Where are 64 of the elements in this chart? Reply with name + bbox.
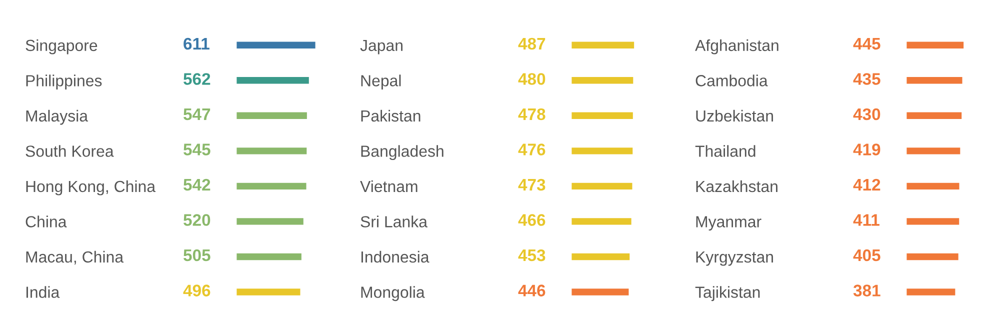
bar [906,146,962,156]
data-label: 435 [853,73,880,85]
y-tick-label: Myanmar [696,216,762,231]
data-label: 419 [853,144,880,156]
data-label: 520 [184,214,210,226]
y-tick-label: South Korea [26,145,114,157]
y-tick-label: Cambodia [696,74,768,86]
y-tick-label: Macau, China [26,250,124,265]
data-label: 445 [853,38,880,50]
bar [236,181,308,191]
data-label: 611 [184,38,210,50]
data-label: 487 [518,38,546,50]
bar [236,216,305,226]
y-tick-label: India [26,286,60,298]
bar [906,216,961,226]
y-tick-label: Singapore [26,39,98,54]
y-tick-label: Afghanistan [695,39,778,54]
y-tick-label: Sri Lanka [360,216,428,228]
y-tick-label: Pakistan [361,110,420,122]
data-label: 466 [518,214,546,226]
data-label: 547 [184,108,210,120]
data-label: 480 [518,73,546,85]
y-tick-label: Bangladesh [361,145,444,160]
y-tick-label: Indonesia [361,250,430,263]
y-tick-label: Hong Kong, China [26,180,156,196]
y-tick-label: Uzbekistan [696,110,773,122]
y-tick-label: Thailand [695,145,756,157]
bar [906,76,964,86]
bar [236,287,302,297]
bar [906,287,957,297]
data-label: 453 [518,249,546,262]
bar [236,110,308,120]
y-tick-label: Kazakhstan [696,180,778,192]
data-label: 542 [184,178,210,191]
data-label: 412 [853,178,880,190]
bar [906,40,965,50]
bar [906,181,961,191]
bar [906,110,963,120]
y-tick-label: Malaysia [26,110,88,125]
y-tick-label: Japan [360,40,402,54]
y-tick-label: Tajikistan [695,286,760,302]
y-tick-label: Philippines [26,74,102,90]
data-label: 496 [183,284,210,296]
bar [236,76,310,86]
y-tick-label: Vietnam [360,180,418,192]
data-label: 430 [853,108,880,120]
bar [236,146,308,156]
data-label: 411 [853,214,880,226]
data-label: 446 [518,284,546,296]
data-label: 405 [853,249,880,262]
data-label: 476 [518,144,546,156]
data-label: 381 [853,284,880,296]
bar [236,40,316,50]
bar [236,252,303,262]
data-label: 505 [184,249,210,262]
y-tick-label: Nepal [361,74,401,90]
y-tick-label: Kyrgyzstan [696,252,773,266]
data-label: 478 [518,108,546,120]
bar [906,252,960,262]
data-label: 473 [518,178,546,191]
y-tick-label: Mongolia [361,286,425,302]
data-label: 562 [184,73,210,85]
y-tick-label: China [26,216,67,228]
data-label: 545 [184,144,210,156]
